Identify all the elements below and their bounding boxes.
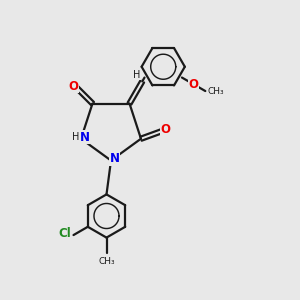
Text: O: O: [161, 123, 171, 136]
Text: H: H: [133, 70, 141, 80]
Text: CH₃: CH₃: [98, 256, 115, 266]
Text: O: O: [68, 80, 78, 93]
Text: Cl: Cl: [59, 227, 71, 240]
Text: H: H: [72, 132, 79, 142]
Text: O: O: [189, 78, 199, 91]
Text: N: N: [110, 152, 120, 166]
Text: N: N: [80, 131, 90, 144]
Text: CH₃: CH₃: [208, 86, 224, 95]
